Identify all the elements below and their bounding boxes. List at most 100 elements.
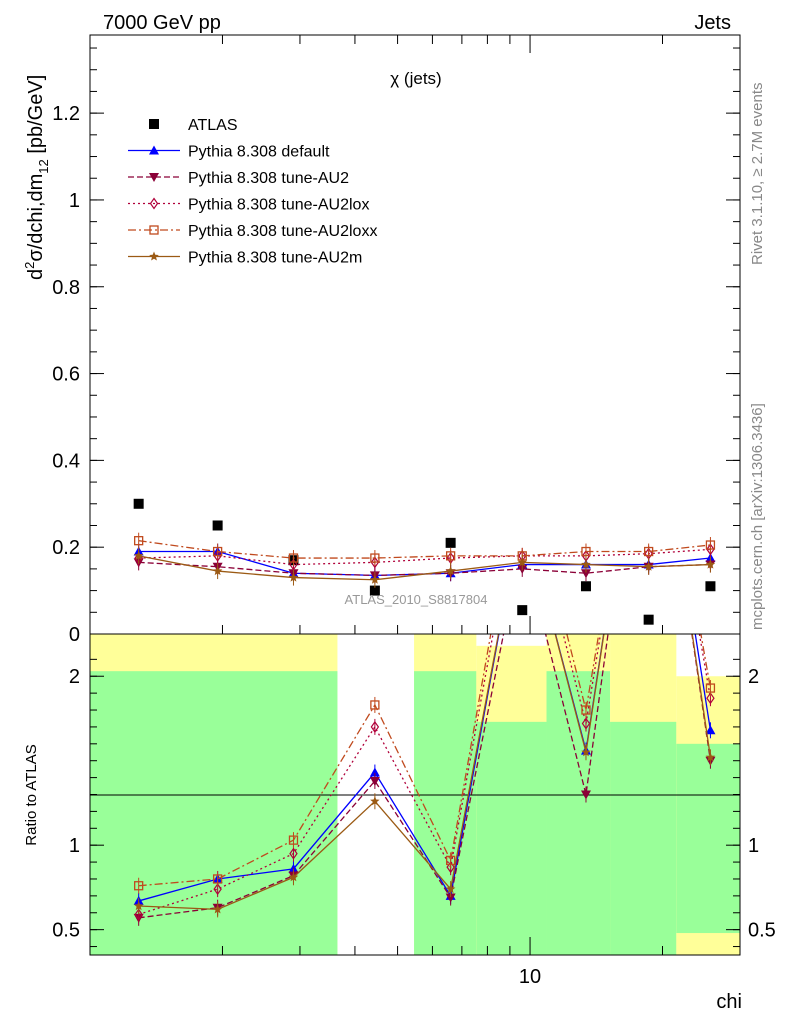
main-data-point <box>445 566 456 576</box>
ratio-data-point <box>445 855 456 866</box>
main-data-point <box>580 581 591 592</box>
ratio-data-point <box>705 752 716 762</box>
legend-label: Pythia 8.308 default <box>188 144 330 161</box>
ratio-ytick-label-right: 0.5 <box>748 920 776 942</box>
inner-uncertainty-band <box>90 671 338 955</box>
main-data-point <box>581 546 591 557</box>
ratio-data-point <box>644 333 654 342</box>
ratio-ytick-label-right: 1 <box>748 835 759 857</box>
main-data-point <box>445 537 456 548</box>
main-data-point <box>370 553 380 563</box>
rivet-label: Rivet 3.1.10, ≥ 2.7M events <box>749 83 766 266</box>
main-data-point <box>370 574 380 584</box>
ratio-data-point <box>212 904 223 914</box>
process-label: Jets <box>694 12 731 34</box>
ratio-data-point <box>581 717 591 730</box>
inner-uncertainty-band <box>676 743 740 934</box>
ratio-data-point <box>446 861 455 874</box>
main-data-point <box>133 550 144 560</box>
ratio-data-point <box>581 705 591 715</box>
ratio-series-4 <box>133 333 716 918</box>
main-data-point <box>517 557 527 567</box>
ratio-data-point <box>289 847 298 860</box>
main-data-point <box>134 536 144 546</box>
ratio-data-point <box>518 453 526 461</box>
main-panel: 0 0.2 0.4 0.6 0.8 1 1.2 χ (jets) d2σ/dchi,dm12… <box>22 34 741 646</box>
main-data-point <box>517 605 528 616</box>
main-ylabel: d2σ/dchi,dm12 [pb/GeV] <box>22 75 51 280</box>
main-series-4 <box>134 532 716 567</box>
main-title: χ (jets) <box>390 69 441 88</box>
ratio-data-point <box>518 502 528 511</box>
main-data-point <box>212 520 223 531</box>
legend-marker <box>149 145 159 155</box>
ratio-data-point <box>705 683 716 693</box>
ratio-data-point <box>134 908 143 921</box>
ratio-data-point <box>517 537 527 546</box>
ratio-data-point <box>288 835 299 845</box>
ratio-ytick-label: 2 <box>69 666 80 688</box>
main-series-line <box>138 561 711 577</box>
ratio-data-point <box>517 502 527 511</box>
ratio-data-point <box>445 884 456 894</box>
main-ytick-label: 0.4 <box>52 450 80 472</box>
ratio-series-line <box>138 634 712 887</box>
x-tick-label: 10 <box>519 966 541 988</box>
main-series-3 <box>134 541 715 573</box>
main-data-point <box>643 561 654 571</box>
analysis-watermark: ATLAS_2010_S8817804 <box>345 592 488 607</box>
ratio-data-point <box>644 333 654 342</box>
main-ytick-label: 0.8 <box>52 277 80 299</box>
main-data-point <box>370 556 380 569</box>
main-data-point <box>289 558 298 571</box>
legend-label: Pythia 8.308 tune-AU2lox <box>188 197 369 214</box>
ratio-data-point <box>705 725 716 735</box>
mcplots-label: mcplots.cern.ch [arXiv:1306.3436] <box>749 403 766 630</box>
main-data-point <box>369 585 380 596</box>
main-ytick-label: 1 <box>69 190 80 212</box>
main-data-point <box>580 569 591 579</box>
ratio-data-point <box>370 796 380 806</box>
main-data-point <box>288 553 299 563</box>
main-ytick-label: 0 <box>69 624 80 646</box>
main-ytick-label: 0.6 <box>52 364 80 386</box>
legend-marker <box>149 119 159 129</box>
ratio-data-point <box>370 720 380 733</box>
inner-uncertainty-band <box>546 671 611 955</box>
ratio-data-point <box>369 767 380 777</box>
legend-marker <box>149 225 159 235</box>
main-data-point <box>705 581 716 592</box>
main-data-point <box>288 572 299 582</box>
main-series-2 <box>133 554 716 584</box>
main-data-point <box>212 546 223 557</box>
main-data-point <box>133 498 144 509</box>
main-series-5 <box>133 547 716 588</box>
main-data-point <box>706 543 715 556</box>
ratio-data-point <box>369 776 380 786</box>
legend-item-3: Pythia 8.308 tune-AU2lox <box>128 197 369 214</box>
ratio-data-point <box>288 872 299 882</box>
inner-uncertainty-band <box>414 671 477 955</box>
ratio-ytick-label: 1 <box>69 835 80 857</box>
main-data-point <box>212 566 223 576</box>
main-data-point <box>581 559 591 569</box>
ratio-data-point <box>133 901 144 911</box>
ratio-data-point <box>134 881 144 891</box>
ratio-data-point <box>519 469 526 479</box>
ratio-ytick-label-right: 2 <box>748 666 759 688</box>
legend-label: Pythia 8.308 tune-AU2 <box>188 170 349 187</box>
legend-item-5: Pythia 8.308 tune-AU2m <box>128 250 362 267</box>
legend-item-1: Pythia 8.308 default <box>128 144 330 161</box>
legend-item-2: Pythia 8.308 tune-AU2 <box>128 170 349 187</box>
legend-label: ATLAS <box>188 117 238 134</box>
ratio-data-point <box>212 874 223 884</box>
main-ytick-label: 1.2 <box>52 103 80 125</box>
ratio-ylabel: Ratio to ATLAS <box>23 744 40 845</box>
ratio-series-3 <box>134 334 716 894</box>
ratio-data-point <box>645 334 653 342</box>
main-data-point <box>705 559 716 569</box>
legend-marker <box>149 251 159 261</box>
ratio-panel: 0.5 0.51 12 2 10 Ratio to ATLAS chi <box>23 35 776 1013</box>
legend-item-4: Pythia 8.308 tune-AU2loxx <box>128 223 377 240</box>
